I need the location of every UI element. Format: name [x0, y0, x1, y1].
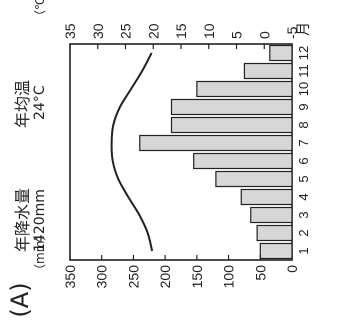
temp-tick-label: 25 [118, 23, 134, 39]
precip-bar-9 [170, 98, 293, 116]
temperature-line [110, 52, 154, 252]
month-tick-label: 2 [296, 229, 311, 236]
temp-tick-label: -5 [284, 26, 300, 39]
precip-unit-label: （mm） [33, 229, 47, 276]
precip-bar-6 [193, 152, 293, 170]
climate-annotations: 年降水量 1420mm 年均温 24°C （mm） （℃） [13, 0, 48, 276]
month-tick-label: 1 [296, 247, 311, 254]
temperature-axis: -5 0 5 10 15 20 25 30 35 [62, 23, 300, 49]
precip-bar-7 [139, 134, 293, 152]
precip-tick-label: 300 [94, 265, 110, 289]
temp-tick-label: 30 [90, 23, 106, 39]
temp-average-value: 24°C [32, 85, 48, 120]
month-tick-label: 8 [296, 121, 311, 128]
precip-bar-12 [269, 44, 293, 62]
precip-bar-10 [196, 80, 293, 98]
precipitation-axis: 0 50 100 150 200 250 300 350 [62, 255, 300, 288]
precip-tick-label: 150 [189, 265, 205, 289]
temp-tick-label: 35 [62, 23, 78, 39]
precip-bar-1 [259, 242, 293, 260]
precip-tick-label: 50 [252, 265, 268, 281]
month-tick-label: 5 [296, 175, 311, 182]
temp-average-label: 年均温 [13, 80, 32, 128]
month-unit-label: 月 [296, 22, 312, 36]
panel-label: (A) [6, 282, 34, 317]
precip-bar-4 [240, 188, 293, 206]
precip-tick-label: 250 [125, 265, 141, 289]
precip-tick-label: 100 [221, 265, 237, 289]
precip-tick-label: 200 [157, 265, 173, 289]
month-tick-label: 7 [296, 139, 311, 146]
month-tick-label: 4 [296, 193, 311, 200]
precip-total-value: 1420mm [32, 189, 48, 252]
precip-bar-5 [215, 170, 293, 188]
precip-total-label: 年降水量 [13, 188, 32, 252]
temp-tick-label: 15 [173, 23, 189, 39]
precip-bar-3 [250, 206, 293, 224]
month-tick-label: 11 [296, 64, 311, 78]
temp-tick-label: 20 [145, 23, 161, 39]
precip-bar-11 [243, 62, 293, 80]
month-tick-label: 12 [296, 46, 311, 60]
precip-bar-2 [256, 224, 293, 242]
month-tick-label: 3 [296, 211, 311, 218]
precip-bar-8 [170, 116, 293, 134]
month-tick-label: 10 [296, 82, 311, 96]
temp-tick-label: 0 [256, 31, 272, 39]
temp-unit-label: （℃） [33, 0, 47, 22]
temp-tick-label: 5 [229, 31, 245, 39]
precip-tick-label: 0 [284, 265, 300, 273]
precip-tick-label: 350 [62, 265, 78, 289]
precipitation-bars [139, 44, 293, 260]
month-tick-label: 9 [296, 103, 311, 110]
month-tick-label: 6 [296, 157, 311, 164]
temp-tick-label: 10 [201, 23, 217, 39]
